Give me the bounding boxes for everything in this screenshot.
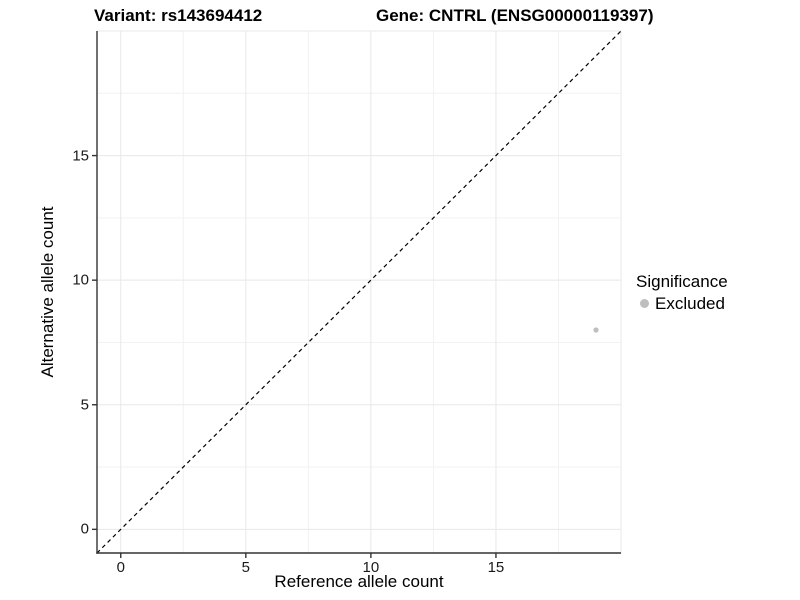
plot-title-gene: Gene: CNTRL (ENSG00000119397) (376, 6, 654, 25)
legend-key-dot (640, 298, 649, 308)
data-point (593, 327, 599, 333)
legend-title: Significance (636, 272, 728, 291)
y-tick-label: 10 (72, 271, 89, 289)
legend-item-excluded: Excluded (636, 294, 728, 314)
x-tick-label: 10 (362, 559, 380, 576)
identity-dashed-line (96, 30, 622, 554)
y-tick-label: 0 (80, 520, 89, 538)
x-tick-label: 0 (116, 559, 125, 576)
plot-title-variant: Variant: rs143694412 (94, 6, 263, 25)
y-axis-title: Alternative allele count (38, 206, 57, 378)
x-tick-label: 15 (487, 559, 505, 576)
legend: Significance Excluded (636, 272, 728, 313)
x-tick-label: 5 (241, 559, 250, 576)
legend-item-label: Excluded (655, 293, 725, 313)
y-tick-label: 15 (72, 147, 89, 165)
x-axis-title: Reference allele count (274, 572, 444, 591)
y-tick-label: 5 (80, 396, 89, 414)
